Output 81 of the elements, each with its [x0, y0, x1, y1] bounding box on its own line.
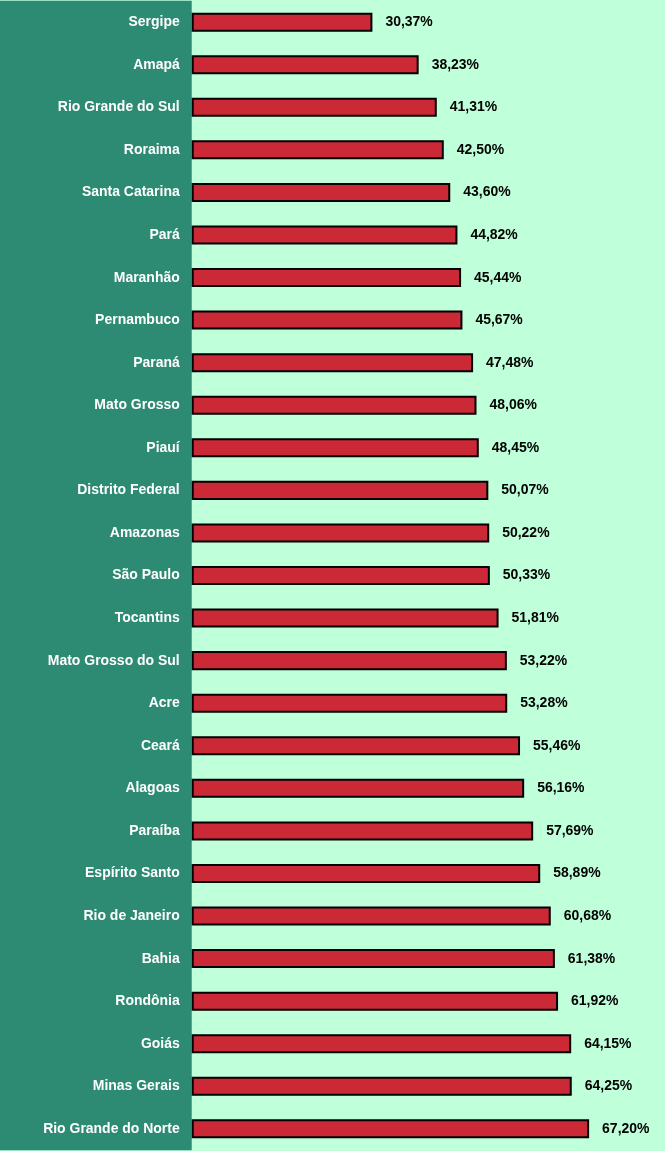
bar [191, 821, 534, 841]
data-label: 41,31% [449, 98, 498, 115]
y-tick-label: Santa Catarina [81, 183, 180, 200]
y-tick-label: Amazonas [109, 523, 180, 540]
data-label: 51,81% [511, 609, 560, 626]
y-tick-label: Roraima [123, 140, 180, 157]
bar [191, 12, 373, 32]
data-label: 61,38% [567, 949, 616, 966]
data-label: 48,06% [489, 396, 538, 413]
bar [191, 608, 499, 628]
bar [191, 1076, 572, 1096]
data-label: 50,33% [502, 566, 551, 583]
bar [191, 97, 437, 117]
y-tick-label: Rio de Janeiro [83, 907, 180, 924]
data-label: 64,25% [584, 1077, 633, 1094]
y-tick-label: Paraná [133, 353, 180, 370]
y-tick-label: Mato Grosso do Sul [47, 651, 180, 668]
data-label: 30,37% [385, 13, 434, 30]
y-tick-label: Tocantins [114, 609, 180, 626]
y-tick-label: Amapá [133, 55, 180, 72]
bar [191, 1034, 572, 1054]
bar [191, 693, 508, 713]
bar [191, 438, 479, 458]
y-tick-label: Alagoas [125, 779, 180, 796]
y-tick-label: Rondônia [115, 992, 180, 1009]
data-label: 60,68% [563, 907, 612, 924]
data-label: 45,67% [475, 311, 524, 328]
bar [191, 906, 551, 926]
y-tick-label: Maranhão [113, 268, 180, 285]
bar [191, 651, 507, 671]
y-tick-label: Pernambuco [95, 311, 180, 328]
data-label: 38,23% [431, 55, 480, 72]
bar [191, 480, 489, 500]
bar [191, 863, 541, 883]
bar [191, 395, 477, 415]
y-tick-label: Pará [149, 225, 180, 242]
y-tick-label: Paraíba [129, 821, 180, 838]
y-tick-label: Piauí [146, 438, 181, 455]
data-label: 43,60% [463, 183, 512, 200]
data-label: 61,92% [571, 992, 619, 1009]
y-tick-label: Minas Gerais [92, 1077, 180, 1094]
bar [191, 182, 451, 202]
bar [191, 1119, 590, 1139]
y-tick-label: Acre [148, 694, 180, 711]
bar [191, 353, 474, 373]
y-tick-label: Rio Grande do Sul [57, 98, 180, 115]
bar [191, 140, 444, 160]
data-label: 45,44% [474, 268, 523, 285]
bar [191, 225, 458, 245]
data-label: 55,46% [533, 736, 581, 753]
bar [191, 523, 490, 543]
y-tick-label: Ceará [140, 736, 180, 753]
y-tick-label: Bahia [141, 949, 180, 966]
bar [191, 565, 490, 586]
data-label: 53,28% [520, 694, 569, 711]
y-tick-label: Distrito Federal [77, 481, 180, 498]
y-tick-label: Mato Grosso [94, 396, 180, 413]
data-label: 53,22% [519, 651, 568, 668]
data-label: 64,15% [584, 1034, 633, 1051]
bar [191, 949, 555, 969]
bar [191, 991, 559, 1011]
y-tick-label: Sergipe [128, 13, 180, 30]
data-label: 67,20% [602, 1119, 651, 1136]
y-tick-label: São Paulo [112, 566, 180, 583]
y-tick-label: Rio Grande do Norte [43, 1119, 180, 1136]
data-label: 47,48% [486, 353, 535, 370]
data-label: 42,50% [456, 140, 505, 157]
y-tick-label: Espírito Santo [85, 864, 180, 881]
bar [191, 55, 419, 75]
data-label: 57,69% [546, 821, 595, 838]
bar [191, 736, 521, 756]
data-label: 44,82% [470, 225, 519, 242]
data-label: 48,45% [491, 438, 540, 455]
data-label: 50,22% [502, 523, 551, 540]
data-label: 56,16% [537, 779, 586, 796]
bar [191, 310, 463, 330]
data-label: 58,89% [553, 864, 602, 881]
y-tick-label: Goiás [140, 1034, 180, 1051]
data-label: 50,07% [501, 481, 550, 498]
bar [191, 778, 525, 798]
bar [191, 268, 462, 288]
